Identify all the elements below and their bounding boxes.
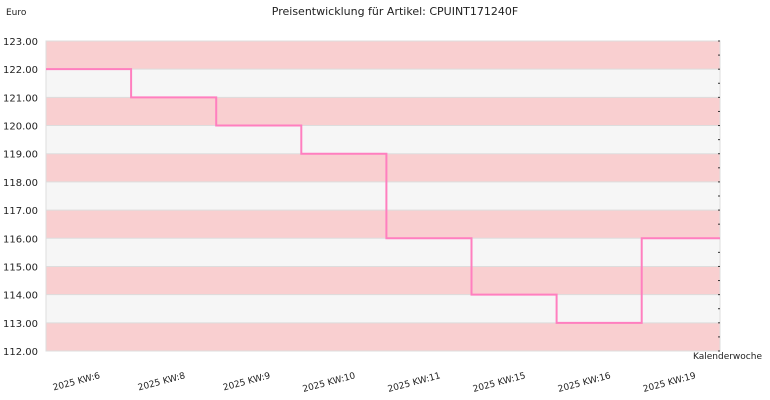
price-step-line xyxy=(46,68,720,324)
band xyxy=(46,181,720,211)
band xyxy=(46,125,720,154)
x-tick-label: 2025 KW:8 xyxy=(137,371,187,393)
y-tick-label: 122.00 xyxy=(3,65,38,76)
y-tick-label: 123.00 xyxy=(3,37,38,48)
chart-bands xyxy=(45,40,721,352)
band xyxy=(46,210,720,239)
band xyxy=(46,266,720,295)
y-axis-ticks: 112.00 113.00 114.00 115.00 116.00 117.00 118.… xyxy=(3,37,38,358)
y-axis-label: Euro xyxy=(6,8,27,18)
y-tick-label: 115.00 xyxy=(3,262,38,273)
y-tick-label: 119.00 xyxy=(3,150,38,161)
band xyxy=(46,41,720,70)
y-tick-label: 116.00 xyxy=(3,234,38,245)
x-tick-label: 2025 KW:9 xyxy=(222,371,272,393)
band xyxy=(46,238,720,267)
y-tick-label: 117.00 xyxy=(3,206,38,217)
x-tick-label: 2025 KW:15 xyxy=(472,371,527,395)
band xyxy=(46,322,720,351)
chart-title: Preisentwicklung für Artikel: CPUINT1712… xyxy=(272,5,518,18)
y-tick-label: 118.00 xyxy=(3,178,38,189)
y-tick-label: 120.00 xyxy=(3,122,38,133)
band xyxy=(46,294,720,323)
band xyxy=(46,153,720,182)
x-tick-label: 2025 KW:10 xyxy=(302,371,357,395)
x-tick-label: 2025 KW:19 xyxy=(642,371,697,395)
band xyxy=(46,97,720,126)
y-tick-label: 112.00 xyxy=(3,347,38,358)
series-line xyxy=(46,68,720,324)
chart-gridlines xyxy=(46,40,720,352)
y-tick-label: 114.00 xyxy=(3,291,38,302)
y-tick-label: 121.00 xyxy=(3,93,38,104)
x-tick-label: 2025 KW:16 xyxy=(557,371,612,395)
x-axis-labels: 2025 KW:6 2025 KW:8 2025 KW:9 2025 KW:10 202… xyxy=(52,371,697,395)
x-axis-label: Kalenderwoche xyxy=(693,352,762,362)
x-tick-label: 2025 KW:11 xyxy=(387,371,442,395)
x-tick-label: 2025 KW:6 xyxy=(52,371,102,393)
y-tick-label: 113.00 xyxy=(3,319,38,330)
band xyxy=(46,69,720,98)
